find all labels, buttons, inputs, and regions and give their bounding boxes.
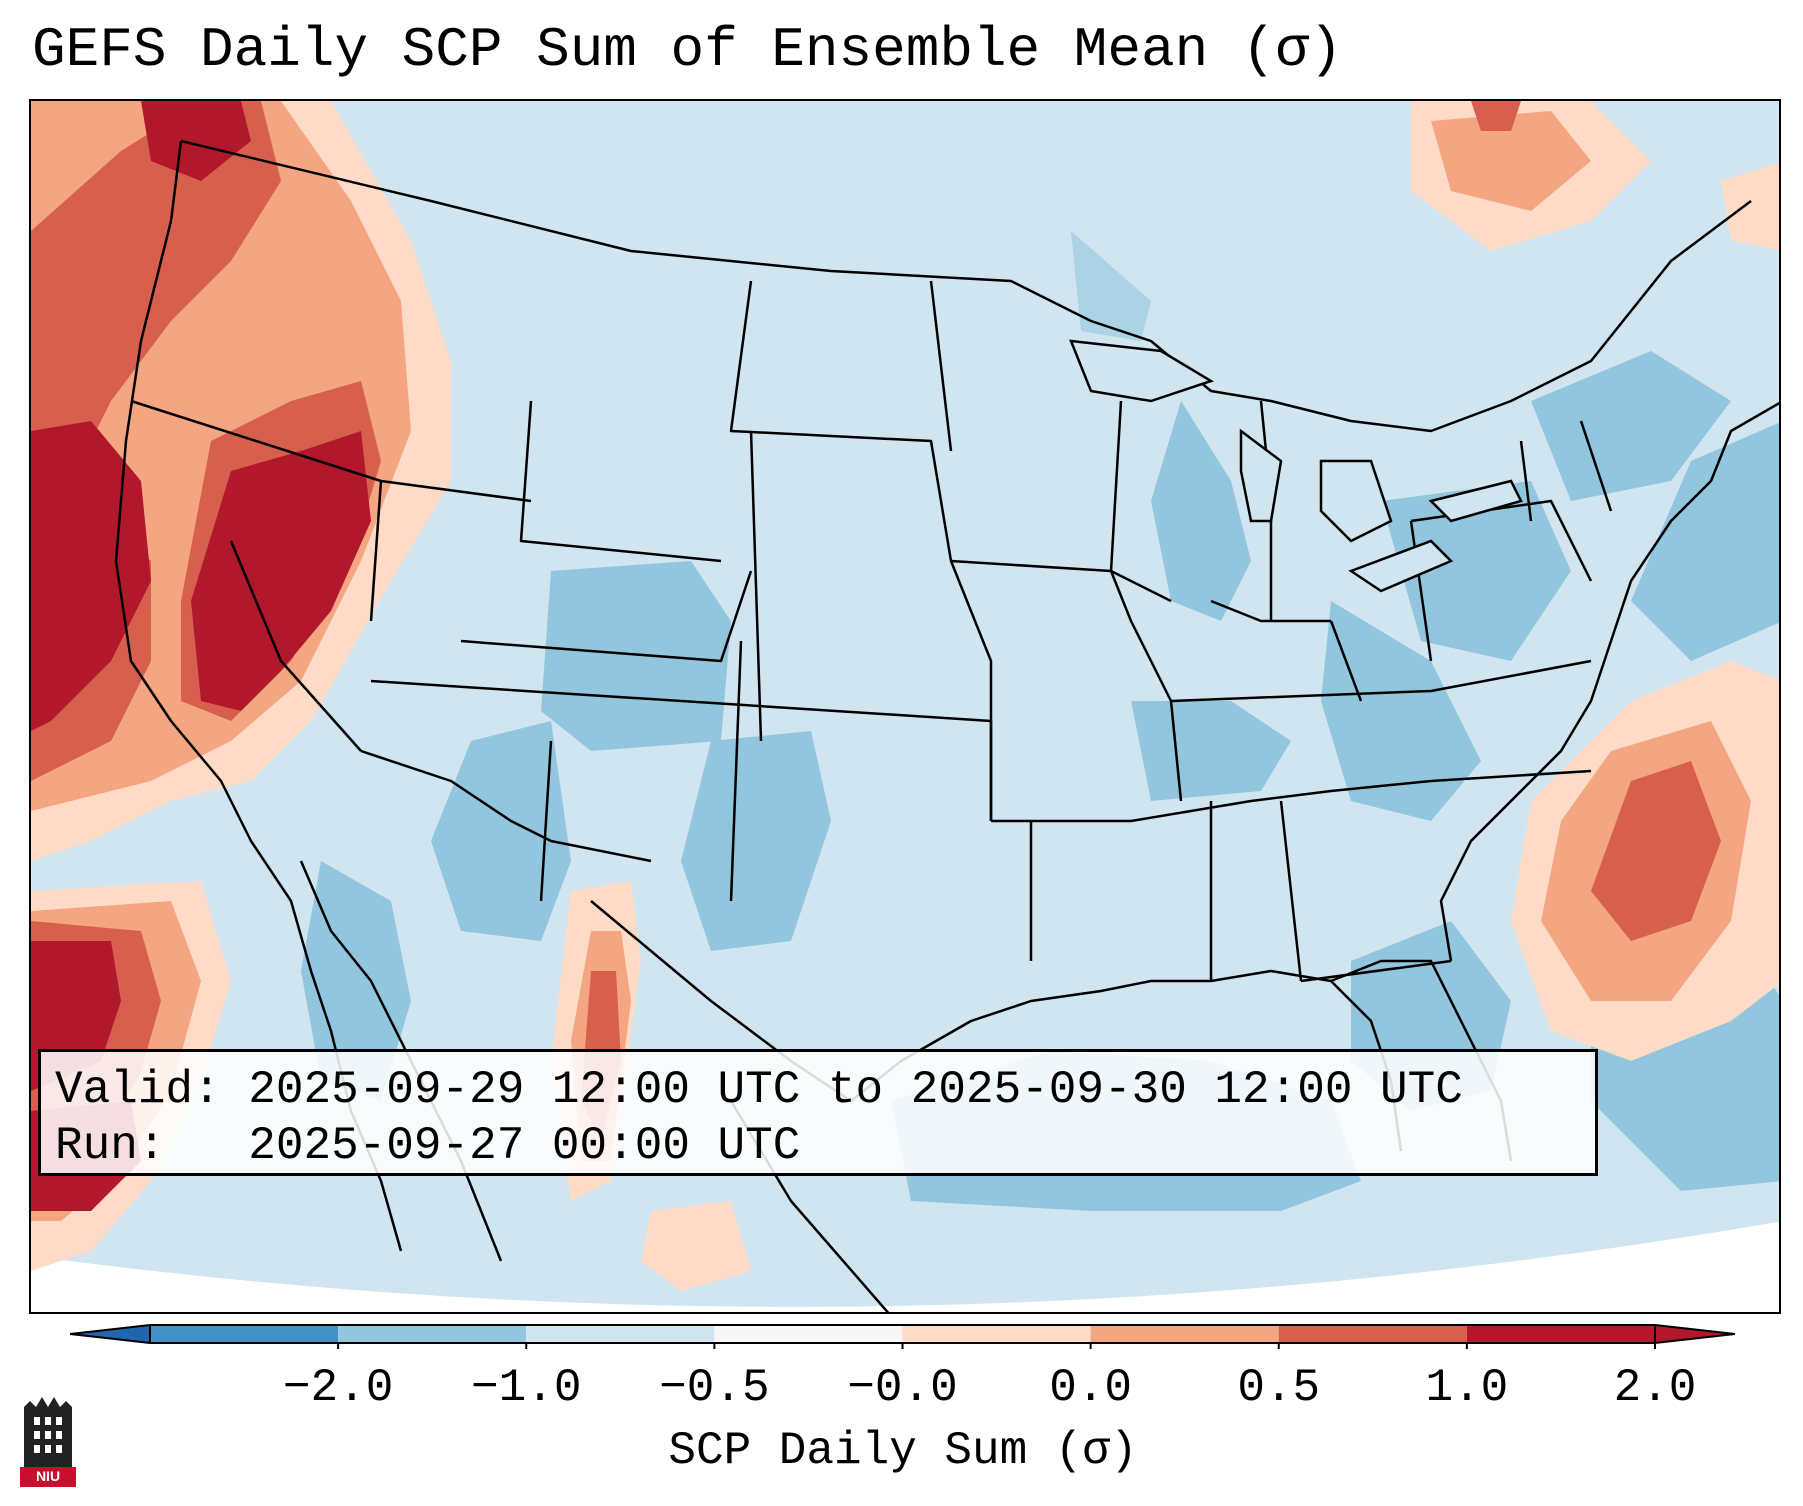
colorbar-tick-label: 1.0 [1425,1362,1509,1414]
colorbar-tick-label: −0.0 [847,1362,958,1414]
colorbar-segment [1466,1325,1655,1343]
great-lakes [1069,339,1523,593]
colorbar-tick-label: −0.5 [659,1362,770,1414]
colorbar-tick-label: −1.0 [471,1362,582,1414]
logo-text: NIU [35,1468,61,1484]
colorbar-tick-label: 0.0 [1049,1362,1133,1414]
map-title: GEFS Daily SCP Sum of Ensemble Mean (σ) [32,18,1343,82]
colorbar-label: SCP Daily Sum (σ) [668,1425,1138,1477]
colorbar-tick-label: 2.0 [1613,1362,1697,1414]
valid-label: Valid: [55,1064,221,1116]
run-time: 2025-09-27 00:00 UTC [248,1120,801,1172]
colorbar-tick-label: −2.0 [282,1362,394,1414]
colorbar-segment [714,1325,903,1343]
colorbar [70,1323,1735,1349]
valid-time: 2025-09-29 12:00 UTC to 2025-09-30 12:00… [248,1064,1463,1116]
colorbar-segment [1090,1325,1279,1343]
colorbar-segment [1278,1325,1467,1343]
niu-logo [20,1397,76,1487]
colorbar-segment [526,1325,715,1343]
run-label: Run: [55,1120,166,1172]
colorbar-under-triangle [70,1323,151,1345]
colorbar-segment [150,1325,339,1343]
colorbar-over-triangle [1654,1323,1735,1345]
colorbar-tick-label: 0.5 [1237,1362,1321,1414]
valid-run-info-box: Valid: 2025-09-29 12:00 UTC to 2025-09-3… [38,1049,1598,1176]
offmap-area [31,1221,1779,1312]
colorbar-segment [902,1325,1091,1343]
colorbar-segment [338,1325,527,1343]
